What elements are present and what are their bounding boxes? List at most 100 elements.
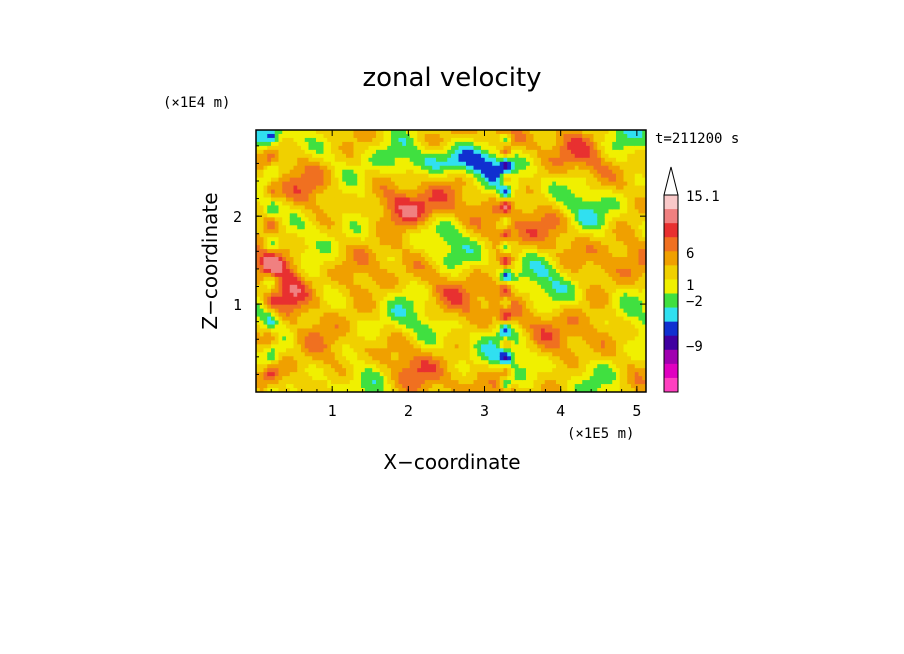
heatmap-cell: [511, 308, 516, 314]
heatmap-cell: [409, 296, 415, 302]
heatmap-cell: [331, 336, 336, 341]
heatmap-cell: [376, 141, 381, 147]
heatmap-cell: [421, 253, 426, 258]
heatmap-cell: [271, 245, 276, 250]
heatmap-cell: [304, 328, 310, 334]
heatmap-cell: [394, 257, 400, 262]
heatmap-cell: [376, 137, 381, 143]
heatmap-cell: [286, 205, 291, 210]
heatmap-cell: [297, 177, 302, 183]
heatmap-cell: [267, 344, 272, 349]
heatmap-cell: [376, 344, 381, 349]
heatmap-cell: [353, 308, 358, 314]
heatmap-cell: [361, 368, 366, 373]
heatmap-cell: [439, 241, 445, 246]
heatmap-cell: [499, 264, 505, 270]
heatmap-cell: [436, 316, 441, 322]
heatmap-cell: [263, 348, 268, 353]
heatmap-cell: [432, 205, 437, 210]
heatmap-cell: [361, 268, 366, 274]
heatmap-cell: [496, 173, 501, 179]
heatmap-cell: [259, 141, 265, 147]
heatmap-cell: [529, 304, 535, 310]
heatmap-cell: [533, 217, 538, 222]
heatmap-cell: [511, 304, 516, 310]
heatmap-cell: [338, 272, 343, 278]
heatmap-cell: [263, 312, 268, 318]
heatmap-cell: [289, 324, 295, 330]
heatmap-cell: [537, 221, 542, 226]
heatmap-cell: [387, 233, 392, 238]
heatmap-cell: [499, 189, 505, 195]
heatmap-cell: [484, 153, 490, 159]
heatmap-cell: [346, 229, 351, 234]
heatmap-cell: [323, 161, 328, 167]
heatmap-cell: [409, 253, 415, 258]
heatmap-cell: [376, 320, 381, 326]
heatmap-cell: [394, 209, 400, 214]
heatmap-cell: [316, 185, 321, 191]
heatmap-cell: [316, 332, 321, 338]
heatmap-cell: [353, 368, 358, 373]
heatmap-cell: [518, 237, 523, 242]
heatmap-cell: [507, 280, 512, 286]
heatmap-cell: [387, 304, 392, 310]
heatmap-cell: [364, 201, 370, 207]
heatmap-cell: [409, 328, 415, 334]
heatmap-cell: [308, 130, 313, 135]
heatmap-cell: [529, 384, 535, 389]
heatmap-cell: [263, 264, 268, 270]
heatmap-cell: [447, 149, 452, 155]
heatmap-cell: [492, 261, 497, 266]
heatmap-cell: [304, 372, 310, 377]
heatmap-cell: [346, 336, 351, 341]
heatmap-cell: [473, 372, 478, 377]
heatmap-cell: [454, 221, 460, 226]
heatmap-cell: [503, 217, 508, 222]
heatmap-cell: [327, 141, 332, 147]
heatmap-cell: [334, 185, 340, 191]
heatmap-cell: [387, 185, 392, 191]
heatmap-cell: [458, 193, 463, 199]
heatmap-cell: [454, 380, 460, 385]
heatmap-cell: [496, 340, 501, 345]
heatmap-cell: [289, 237, 295, 242]
heatmap-cell: [357, 316, 362, 322]
heatmap-cell: [376, 161, 381, 167]
heatmap-cell: [398, 193, 403, 199]
heatmap-cell: [406, 245, 411, 250]
heatmap-cell: [274, 292, 280, 298]
heatmap-cell: [439, 344, 445, 349]
heatmap-cell: [526, 245, 531, 250]
heatmap-cell: [364, 153, 370, 159]
heatmap-cell: [293, 356, 298, 361]
heatmap-cell: [469, 296, 475, 302]
heatmap-cell: [368, 177, 373, 183]
heatmap-cell: [522, 312, 527, 318]
heatmap-cell: [529, 388, 535, 392]
heatmap-cell: [481, 157, 486, 163]
heatmap-cell: [484, 141, 490, 147]
heatmap-cell: [364, 264, 370, 270]
heatmap-cell: [421, 133, 426, 139]
heatmap-cell: [451, 261, 456, 266]
heatmap-cell: [387, 245, 392, 250]
heatmap-cell: [286, 364, 291, 369]
heatmap-cell: [316, 261, 321, 266]
heatmap-cell: [349, 149, 355, 155]
heatmap-cell: [492, 137, 497, 143]
heatmap-cell: [402, 272, 407, 278]
heatmap-cell: [496, 284, 501, 290]
heatmap-cell: [263, 181, 268, 187]
heatmap-cell: [402, 257, 407, 262]
heatmap-cell: [357, 205, 362, 210]
heatmap-cell: [368, 149, 373, 155]
heatmap-cell: [413, 153, 418, 159]
heatmap-cell: [398, 161, 403, 167]
heatmap-cell: [428, 312, 433, 318]
heatmap-cell: [432, 332, 437, 338]
heatmap-cell: [353, 241, 358, 246]
heatmap-cell: [334, 376, 340, 381]
heatmap-cell: [473, 249, 478, 254]
heatmap-cell: [391, 280, 396, 286]
